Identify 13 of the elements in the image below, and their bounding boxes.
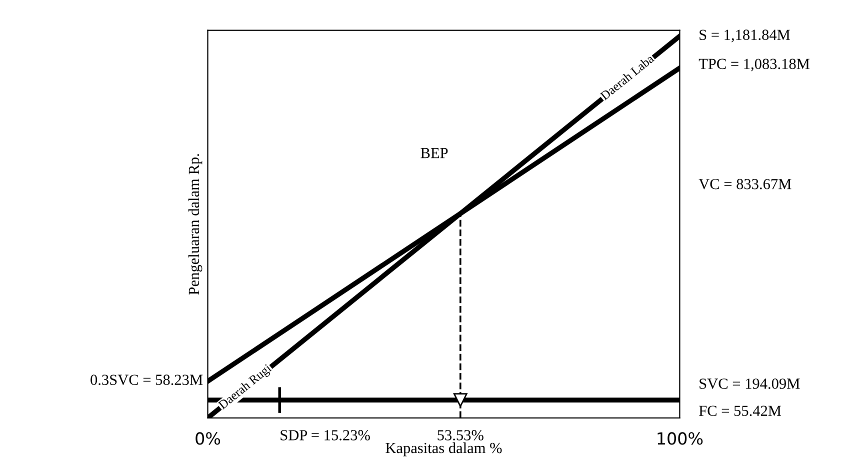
text: SVC = 194.09M <box>700 378 800 389</box>
text: TPC = 1,083.18M <box>698 58 810 72</box>
ref-line-label: SDP = 15.23% <box>280 430 370 440</box>
x-tick-label: 100% <box>658 432 703 445</box>
annotation: BEP <box>420 148 448 158</box>
text: FC = 55.42M <box>699 406 782 416</box>
text: 0.3SVC = 58.23M <box>90 374 203 386</box>
ref-line-label: 53.53% <box>438 430 484 440</box>
x-axis-title: Kapasitas dalam % <box>386 442 502 456</box>
x-tick-label: 0% <box>196 432 220 445</box>
text: VC = 833.67M <box>698 178 792 190</box>
y-axis-title: Pengeluaran dalam Rp. <box>188 154 202 295</box>
text: S = 1,181.84M <box>700 30 790 42</box>
